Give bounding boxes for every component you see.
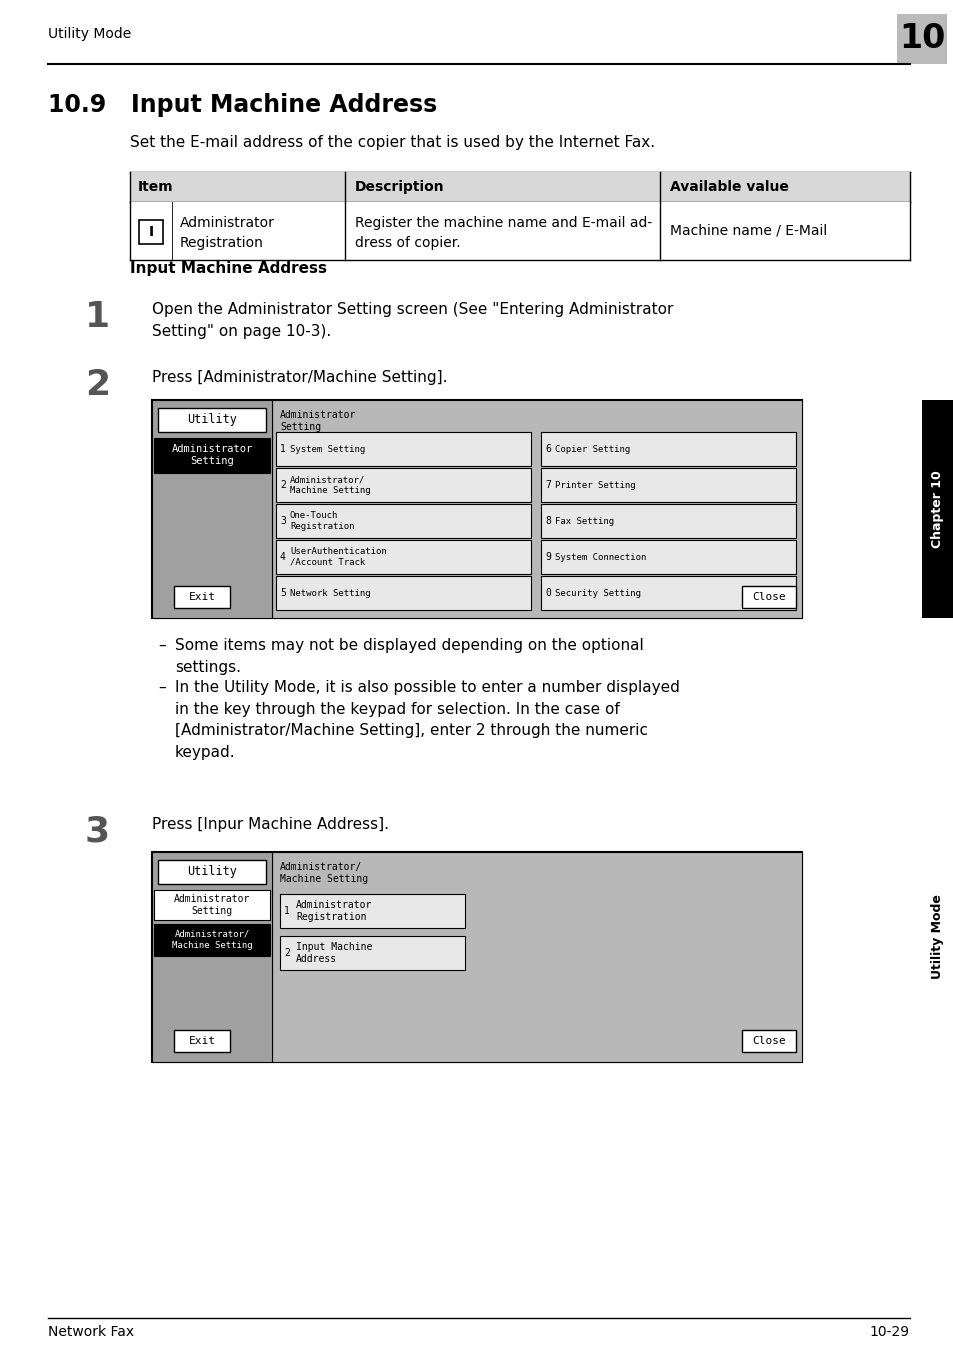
Text: Copier Setting: Copier Setting bbox=[555, 445, 630, 453]
Text: Close: Close bbox=[751, 1036, 785, 1046]
Bar bbox=[540, 468, 795, 502]
Text: 4: 4 bbox=[280, 552, 286, 562]
Text: Administrator
Setting: Administrator Setting bbox=[173, 894, 250, 917]
Text: 1: 1 bbox=[284, 906, 290, 917]
Bar bbox=[130, 201, 909, 260]
Text: 1: 1 bbox=[85, 300, 110, 334]
Bar bbox=[153, 923, 270, 956]
Text: System Setting: System Setting bbox=[290, 445, 365, 453]
Text: Description: Description bbox=[355, 180, 444, 193]
Text: UserAuthentication
/Account Track: UserAuthentication /Account Track bbox=[290, 548, 386, 566]
Bar bbox=[152, 400, 272, 618]
Text: 1: 1 bbox=[280, 443, 286, 454]
Bar bbox=[152, 852, 272, 1063]
Text: Input Machine
Address: Input Machine Address bbox=[295, 942, 372, 964]
Text: Administrator
Registration: Administrator Registration bbox=[180, 216, 274, 250]
Text: Fax Setting: Fax Setting bbox=[555, 516, 614, 526]
Bar bbox=[540, 504, 795, 538]
Text: Exit: Exit bbox=[189, 1036, 215, 1046]
Bar bbox=[275, 504, 531, 538]
Bar bbox=[272, 400, 801, 618]
Text: 10.9   Input Machine Address: 10.9 Input Machine Address bbox=[48, 93, 436, 118]
Text: Utility Mode: Utility Mode bbox=[930, 895, 943, 979]
Text: Machine name / E-Mail: Machine name / E-Mail bbox=[669, 224, 826, 238]
Bar bbox=[275, 576, 531, 610]
Text: Exit: Exit bbox=[189, 592, 215, 602]
Bar bbox=[275, 539, 531, 575]
Text: 8: 8 bbox=[544, 516, 550, 526]
Text: Chapter 10: Chapter 10 bbox=[930, 470, 943, 548]
Bar bbox=[173, 585, 230, 608]
Text: Administrator/
Machine Setting: Administrator/ Machine Setting bbox=[280, 863, 368, 884]
Text: –: – bbox=[158, 638, 166, 653]
Text: Some items may not be displayed depending on the optional
settings.: Some items may not be displayed dependin… bbox=[174, 638, 643, 675]
Text: 10-29: 10-29 bbox=[869, 1325, 909, 1338]
Text: Press [Inpur Machine Address].: Press [Inpur Machine Address]. bbox=[152, 817, 389, 831]
Bar bbox=[152, 852, 801, 1063]
Text: Administrator/
Machine Setting: Administrator/ Machine Setting bbox=[172, 930, 252, 950]
Text: One-Touch
Registration: One-Touch Registration bbox=[290, 511, 355, 531]
Bar bbox=[741, 585, 795, 608]
Bar bbox=[130, 172, 909, 201]
Text: 2: 2 bbox=[280, 480, 286, 489]
Text: Administrator
Setting: Administrator Setting bbox=[280, 410, 356, 433]
Bar bbox=[280, 936, 464, 969]
Text: Administrator/
Machine Setting: Administrator/ Machine Setting bbox=[290, 476, 370, 495]
Text: 5: 5 bbox=[280, 588, 286, 598]
Text: Open the Administrator Setting screen (See "Entering Administrator
Setting" on p: Open the Administrator Setting screen (S… bbox=[152, 301, 673, 339]
Bar bbox=[173, 1030, 230, 1052]
Bar bbox=[158, 860, 266, 884]
Text: Printer Setting: Printer Setting bbox=[555, 480, 635, 489]
Bar bbox=[741, 1030, 795, 1052]
Text: I: I bbox=[149, 224, 153, 239]
Bar bbox=[896, 14, 946, 64]
Text: Press [Administrator/Machine Setting].: Press [Administrator/Machine Setting]. bbox=[152, 370, 447, 385]
Bar bbox=[280, 894, 464, 927]
Bar bbox=[540, 539, 795, 575]
Bar bbox=[921, 400, 953, 618]
Bar bbox=[540, 433, 795, 466]
Bar bbox=[153, 890, 270, 919]
Text: Utility: Utility bbox=[187, 865, 236, 879]
Text: Item: Item bbox=[138, 180, 173, 193]
Text: In the Utility Mode, it is also possible to enter a number displayed
in the key : In the Utility Mode, it is also possible… bbox=[174, 680, 679, 760]
Text: 3: 3 bbox=[85, 815, 110, 849]
Text: Network Setting: Network Setting bbox=[290, 588, 370, 598]
Text: Utility Mode: Utility Mode bbox=[48, 27, 132, 41]
Text: –: – bbox=[158, 680, 166, 695]
Bar bbox=[158, 408, 266, 433]
Bar bbox=[540, 576, 795, 610]
Bar bbox=[152, 400, 801, 618]
Text: 9: 9 bbox=[544, 552, 550, 562]
Text: Utility: Utility bbox=[187, 414, 236, 426]
Bar bbox=[139, 220, 163, 243]
Text: Network Fax: Network Fax bbox=[48, 1325, 134, 1338]
Bar bbox=[275, 468, 531, 502]
Text: System Connection: System Connection bbox=[555, 553, 646, 561]
Text: 2: 2 bbox=[85, 368, 110, 402]
Bar bbox=[272, 852, 801, 1063]
Bar bbox=[275, 433, 531, 466]
Text: Register the machine name and E-mail ad-
dress of copier.: Register the machine name and E-mail ad-… bbox=[355, 216, 652, 250]
Text: Security Setting: Security Setting bbox=[555, 588, 640, 598]
Text: Available value: Available value bbox=[669, 180, 788, 193]
Text: 3: 3 bbox=[280, 516, 286, 526]
Bar bbox=[153, 438, 270, 473]
Text: 7: 7 bbox=[544, 480, 550, 489]
Text: Input Machine Address: Input Machine Address bbox=[130, 261, 327, 276]
Text: Administrator
Setting: Administrator Setting bbox=[172, 443, 253, 466]
Text: 0: 0 bbox=[544, 588, 550, 598]
Text: Administrator
Registration: Administrator Registration bbox=[295, 900, 372, 922]
Text: Close: Close bbox=[751, 592, 785, 602]
Text: 2: 2 bbox=[284, 948, 290, 959]
Text: 6: 6 bbox=[544, 443, 550, 454]
Text: Set the E-mail address of the copier that is used by the Internet Fax.: Set the E-mail address of the copier tha… bbox=[130, 135, 655, 150]
Text: 10: 10 bbox=[898, 23, 944, 55]
